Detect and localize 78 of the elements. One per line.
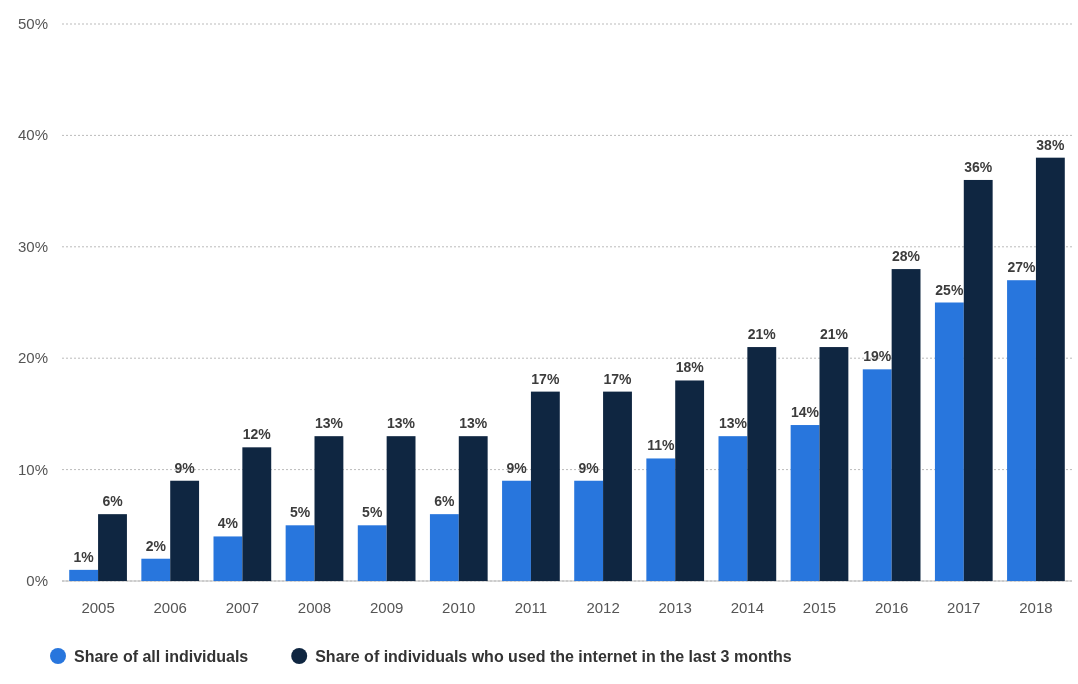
data-label: 13% (387, 415, 416, 432)
x-tick-label: 2008 (297, 599, 332, 616)
data-label: 17% (531, 370, 560, 387)
bar (357, 525, 387, 581)
x-tick-label: 2015 (802, 599, 837, 616)
bar (530, 391, 560, 581)
data-label: 6% (102, 493, 124, 510)
bar (69, 569, 99, 581)
bar (213, 536, 243, 581)
x-tick-label: 2016 (874, 599, 909, 616)
bar (314, 436, 344, 581)
x-tick-label: 2014 (730, 599, 765, 616)
bar (242, 447, 272, 581)
data-label: 25% (935, 281, 964, 298)
y-tick-label: 30% (17, 237, 48, 255)
data-label: 21% (747, 326, 777, 343)
legend-label: Share of all individuals (74, 648, 249, 665)
x-tick-label: 2005 (81, 599, 115, 616)
data-label: 12% (242, 426, 272, 443)
bar (502, 480, 531, 581)
bar (603, 391, 632, 581)
data-label: 13% (314, 415, 344, 432)
bar (429, 514, 459, 581)
y-tick-label: 50% (17, 15, 48, 32)
bar (386, 436, 416, 581)
data-label: 2% (145, 537, 167, 554)
data-label: 14% (791, 404, 820, 421)
data-label: 9% (506, 459, 528, 476)
bar (790, 425, 820, 581)
data-label: 6% (434, 493, 456, 510)
y-tick-label: 10% (17, 460, 48, 478)
data-label: 4% (217, 515, 239, 532)
data-label: 5% (362, 504, 383, 521)
bar (718, 436, 748, 581)
bar (574, 480, 604, 581)
bar (963, 179, 993, 581)
bar (1035, 157, 1065, 581)
data-label: 18% (675, 359, 705, 376)
bar (170, 480, 200, 581)
data-label: 21% (819, 326, 849, 343)
x-tick-label: 2013 (658, 599, 692, 616)
bar (675, 380, 705, 581)
data-label: 19% (863, 348, 892, 365)
bar (285, 525, 315, 581)
data-label: 13% (718, 415, 748, 432)
data-label: 27% (1007, 259, 1037, 276)
data-label: 9% (174, 459, 196, 476)
bar (646, 458, 676, 581)
bar (458, 436, 488, 581)
data-label: 13% (459, 415, 488, 432)
y-tick-label: 40% (17, 126, 48, 144)
x-tick-label: 2018 (1019, 599, 1053, 616)
data-label: 17% (603, 370, 633, 387)
data-label: 5% (289, 504, 311, 521)
bar (819, 347, 849, 581)
y-tick-label: 20% (17, 349, 48, 367)
data-label: 1% (73, 548, 95, 565)
data-label: 36% (964, 158, 993, 175)
bar (1007, 280, 1036, 581)
data-label: 38% (1036, 136, 1065, 153)
bar (934, 302, 964, 581)
bar (141, 558, 171, 581)
data-label: 9% (578, 459, 600, 476)
bar (862, 369, 892, 581)
data-label: 28% (892, 248, 921, 265)
legend-label: Share of individuals who used the internet in the last 3 months (315, 648, 792, 665)
x-tick-label: 2017 (947, 599, 981, 616)
data-label: 11% (647, 437, 675, 454)
bar (747, 347, 777, 581)
x-tick-label: 2010 (442, 599, 476, 616)
x-tick-label: 2011 (514, 599, 548, 616)
x-tick-label: 2006 (153, 599, 187, 616)
x-tick-label: 2007 (225, 599, 260, 616)
bar (891, 269, 921, 581)
y-tick-label: 0% (26, 572, 48, 589)
x-tick-label: 2012 (586, 599, 620, 616)
bar (98, 514, 127, 581)
x-tick-label: 2009 (369, 599, 404, 616)
